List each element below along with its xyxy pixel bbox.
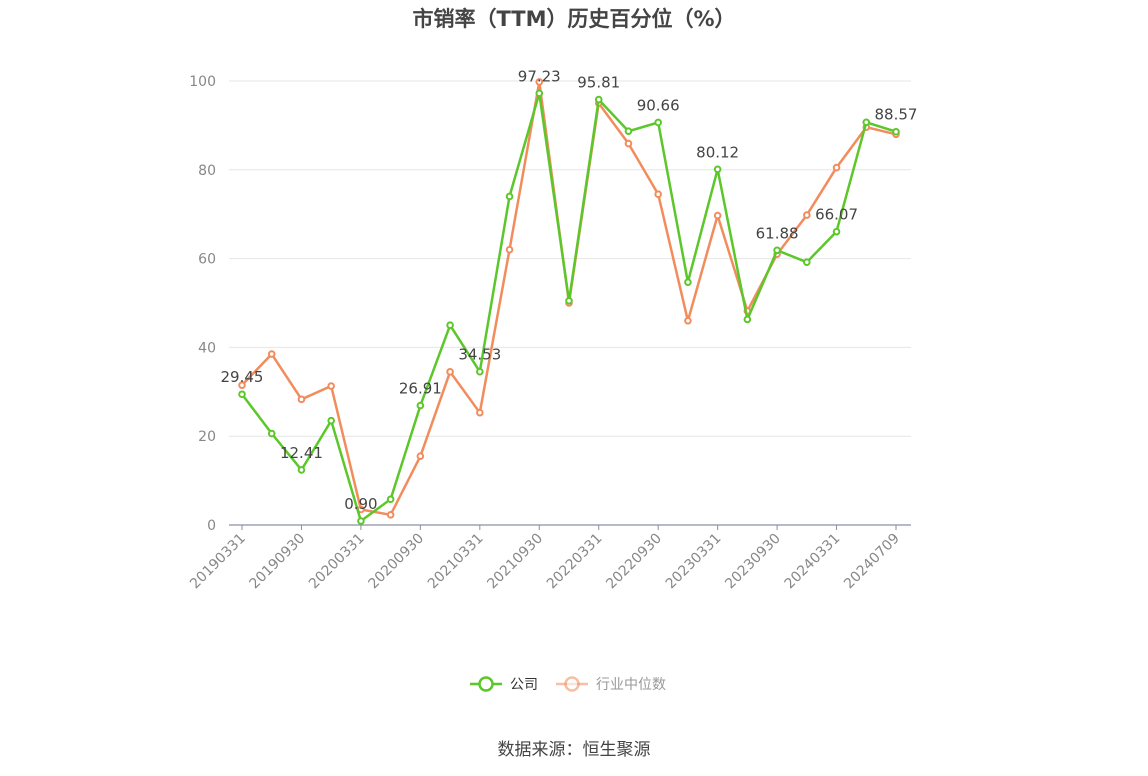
data-point[interactable] — [684, 316, 692, 325]
data-point[interactable] — [297, 395, 306, 404]
data-point[interactable] — [327, 382, 335, 390]
data-point[interactable] — [803, 211, 811, 219]
data-point[interactable] — [535, 89, 544, 98]
y-tick-label: 40 — [198, 340, 216, 356]
legend-swatch-marker — [564, 676, 580, 692]
data-point[interactable] — [624, 139, 633, 148]
data-point[interactable] — [416, 401, 425, 410]
data-point[interactable] — [684, 278, 692, 286]
data-point[interactable] — [446, 368, 454, 376]
x-tick-label: 20230331 — [663, 531, 725, 593]
data-point[interactable] — [832, 163, 841, 172]
data-label: 26.91 — [399, 380, 442, 398]
x-tick-label: 20190930 — [247, 531, 309, 593]
legend-label: 公司 — [510, 677, 538, 693]
data-label: 95.81 — [577, 74, 620, 92]
x-tick-label: 20230930 — [722, 531, 784, 593]
x-tick-label: 20200930 — [365, 531, 427, 593]
series-line — [241, 92, 897, 523]
data-point[interactable] — [892, 127, 900, 136]
x-tick-label: 20240331 — [782, 531, 844, 593]
data-point[interactable] — [386, 495, 395, 504]
data-labels: 29.45 12.41 0.90 26.91 34.53 97.23 95.81 90.66 8… — [221, 67, 918, 513]
data-point[interactable] — [773, 246, 781, 255]
source-note: 数据来源：恒生聚源 — [498, 740, 651, 760]
data-label: 61.88 — [756, 224, 799, 242]
data-point[interactable] — [476, 367, 484, 376]
data-point[interactable] — [713, 165, 722, 174]
data-point[interactable] — [535, 78, 544, 86]
data-point[interactable] — [267, 350, 276, 358]
grid-lines — [229, 80, 911, 437]
data-label: 34.53 — [458, 346, 501, 364]
y-tick-label: 20 — [198, 429, 216, 445]
legend[interactable]: 公司 行业中位数 — [470, 676, 666, 693]
data-point[interactable] — [654, 118, 662, 127]
legend-swatch-marker — [478, 676, 494, 692]
data-point[interactable] — [416, 452, 425, 460]
data-label: 88.57 — [875, 106, 918, 124]
data-point[interactable] — [297, 466, 306, 474]
data-point[interactable] — [238, 381, 246, 389]
data-point[interactable] — [386, 510, 395, 519]
data-label: 90.66 — [637, 96, 680, 114]
y-tick-label: 0 — [207, 518, 216, 534]
y-tick-label: 80 — [198, 163, 216, 179]
series-company — [238, 89, 900, 525]
legend-item-company[interactable]: 公司 — [470, 676, 538, 693]
x-axis: 2019033120190930202003312020093020210331… — [187, 524, 911, 593]
data-point[interactable] — [327, 416, 335, 425]
data-point[interactable] — [862, 118, 871, 127]
y-axis: 0 20 40 60 80 100 — [189, 74, 216, 534]
data-point[interactable] — [505, 192, 514, 201]
y-tick-label: 60 — [198, 252, 216, 268]
x-tick-label: 20240709 — [841, 531, 903, 593]
data-label: 97.23 — [518, 67, 561, 85]
x-tick-label: 20200331 — [306, 531, 368, 593]
data-point[interactable] — [624, 127, 633, 135]
data-point[interactable] — [743, 315, 752, 324]
data-label: 12.41 — [280, 444, 323, 462]
legend-item-industry-median[interactable]: 行业中位数 — [556, 676, 666, 693]
data-point[interactable] — [505, 245, 514, 254]
data-label: 0.90 — [344, 495, 377, 513]
data-point[interactable] — [594, 95, 603, 104]
x-tick-label: 20220930 — [603, 531, 665, 593]
data-point[interactable] — [565, 296, 573, 305]
legend-label: 行业中位数 — [596, 677, 666, 693]
x-tick-label: 20220331 — [544, 531, 606, 593]
data-point[interactable] — [476, 408, 484, 417]
series-layer — [238, 78, 900, 525]
data-label: 80.12 — [696, 143, 739, 161]
data-label: 29.45 — [221, 368, 264, 386]
data-point[interactable] — [267, 429, 276, 438]
data-point[interactable] — [713, 211, 722, 220]
data-point[interactable] — [238, 390, 246, 399]
data-point[interactable] — [357, 517, 365, 525]
chart-title: 市销率（TTM）历史百分位（%） — [412, 7, 735, 31]
data-point[interactable] — [446, 321, 454, 330]
x-tick-label: 20190331 — [187, 531, 249, 593]
data-point[interactable] — [803, 258, 811, 266]
x-tick-label: 20210331 — [425, 531, 487, 593]
x-tick-label: 20210930 — [484, 531, 546, 593]
data-point[interactable] — [654, 190, 662, 199]
y-tick-label: 100 — [189, 74, 216, 90]
data-point[interactable] — [832, 227, 841, 236]
data-label: 66.07 — [815, 206, 858, 224]
